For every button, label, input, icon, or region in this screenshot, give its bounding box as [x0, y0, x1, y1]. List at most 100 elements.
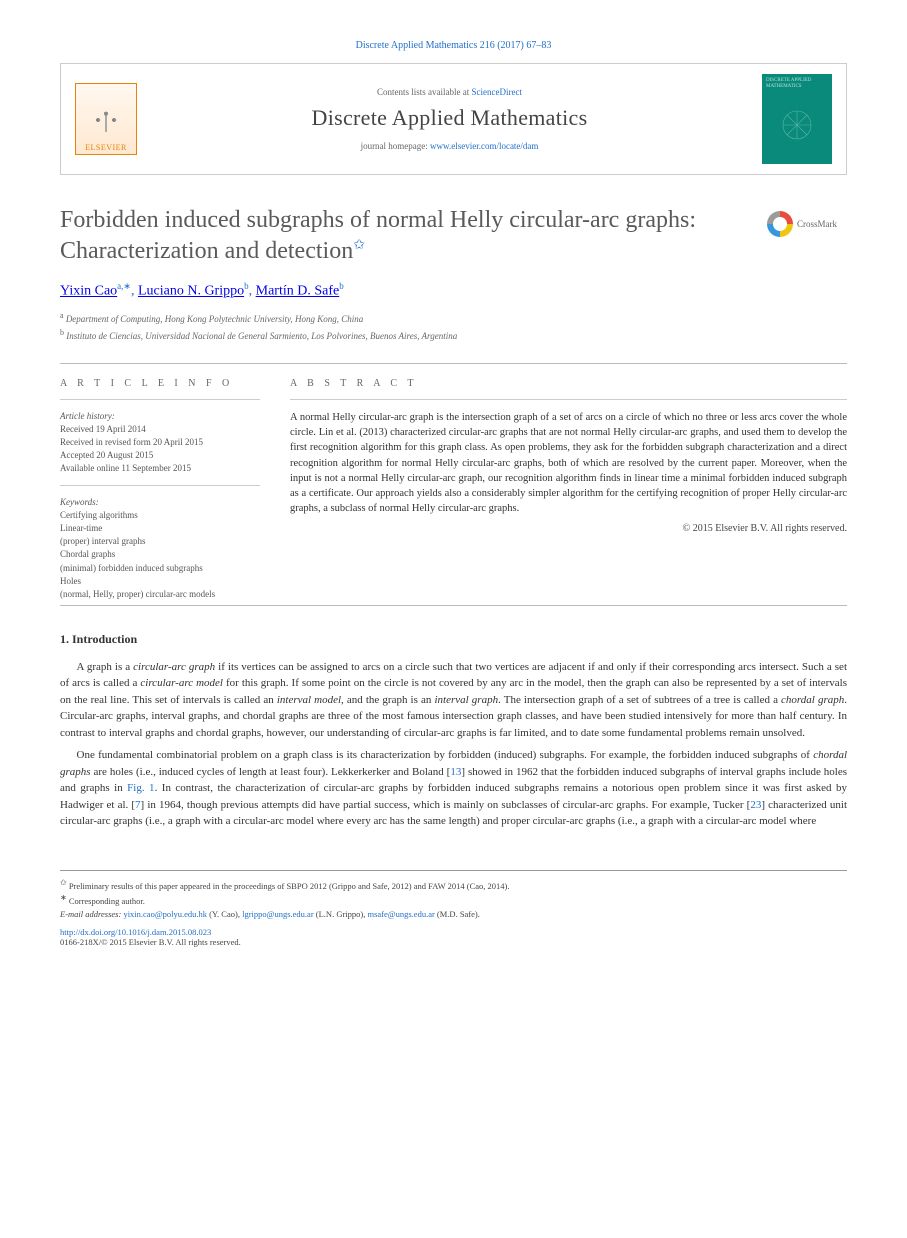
section-1-body: A graph is a circular-arc graph if its v…	[60, 659, 847, 830]
corr-mark: ∗	[60, 893, 67, 902]
abstract-sep	[290, 399, 847, 400]
page: Discrete Applied Mathematics 216 (2017) …	[0, 0, 907, 987]
email-label: E-mail addresses:	[60, 909, 121, 919]
keyword-0: Certifying algorithms	[60, 509, 260, 522]
footnote-prelim: ✩ Preliminary results of this paper appe…	[60, 877, 847, 893]
prelim-text: Preliminary results of this paper appear…	[69, 880, 510, 890]
keyword-4: (minimal) forbidden induced subgraphs	[60, 562, 260, 575]
title-text: Forbidden induced subgraphs of normal He…	[60, 207, 696, 264]
author-3-marks: b	[339, 281, 344, 291]
online-date: Available online 11 September 2015	[60, 462, 260, 475]
footnote-corresponding: ∗ Corresponding author.	[60, 892, 847, 908]
author-2-marks: b	[244, 281, 249, 291]
elsevier-logo: ELSEVIER	[75, 83, 137, 155]
p2-a: One fundamental combinatorial problem on…	[77, 749, 814, 761]
keywords-block: Keywords: Certifying algorithms Linear-t…	[60, 496, 260, 600]
intro-paragraph-1: A graph is a circular-arc graph if its v…	[60, 659, 847, 742]
homepage-line: journal homepage: www.elsevier.com/locat…	[137, 141, 762, 151]
keyword-2: (proper) interval graphs	[60, 535, 260, 548]
accepted-date: Accepted 20 August 2015	[60, 449, 260, 462]
elsevier-label: ELSEVIER	[85, 141, 127, 154]
journal-cover-thumbnail: DISCRETE APPLIED MATHEMATICS	[762, 74, 832, 164]
doi-link[interactable]: http://dx.doi.org/10.1016/j.dam.2015.08.…	[60, 927, 211, 937]
abstract-column: A B S T R A C T A normal Helly circular-…	[290, 368, 847, 601]
keyword-6: (normal, Helly, proper) circular-arc mod…	[60, 588, 260, 601]
keyword-5: Holes	[60, 575, 260, 588]
p1-a: A graph is a	[77, 661, 134, 673]
author-link-2[interactable]: Luciano N. Grippo	[138, 284, 244, 299]
p1-f: interval model	[277, 694, 341, 706]
abstract-copyright: © 2015 Elsevier B.V. All rights reserved…	[290, 523, 847, 534]
p1-j: chordal graph	[781, 694, 844, 706]
p2-f: ] in 1964, though previous attempts did …	[141, 799, 751, 811]
email-3-who: (M.D. Safe).	[435, 909, 480, 919]
corr-text: Corresponding author.	[69, 896, 145, 906]
email-3-link[interactable]: msafe@ungs.edu.ar	[367, 909, 434, 919]
divider-top	[60, 363, 847, 364]
affil-a-mark: a	[60, 311, 64, 320]
p1-h: interval graph	[434, 694, 498, 706]
email-2-who: (L.N. Grippo),	[314, 909, 368, 919]
contents-available-line: Contents lists available at ScienceDirec…	[137, 87, 762, 97]
header-center: Contents lists available at ScienceDirec…	[137, 87, 762, 151]
info-sep-1	[60, 399, 260, 400]
affiliations: a Department of Computing, Hong Kong Pol…	[60, 310, 847, 343]
paper-title: Forbidden induced subgraphs of normal He…	[60, 205, 747, 267]
journal-name: Discrete Applied Mathematics	[137, 105, 762, 131]
email-2-link[interactable]: lgrippo@ungs.edu.ar	[242, 909, 314, 919]
footnotes: ✩ Preliminary results of this paper appe…	[60, 870, 847, 921]
affil-b-text: Instituto de Ciencias, Universidad Nacio…	[66, 331, 457, 341]
ref-13-link[interactable]: 13	[450, 766, 461, 778]
prelim-mark: ✩	[60, 878, 67, 887]
title-footnote-mark: ✩	[353, 238, 365, 253]
p1-i: . The intersection graph of a set of sub…	[498, 694, 781, 706]
article-info-heading: A R T I C L E I N F O	[60, 378, 260, 389]
ref-23-link[interactable]: 23	[750, 799, 761, 811]
cover-graphic-icon	[766, 89, 828, 160]
email-1-who: (Y. Cao),	[207, 909, 242, 919]
fig-1-link[interactable]: Fig. 1	[127, 782, 154, 794]
section-1-heading: 1. Introduction	[60, 632, 847, 647]
affil-b-mark: b	[60, 328, 64, 337]
abstract-heading: A B S T R A C T	[290, 378, 847, 389]
journal-header-box: ELSEVIER Contents lists available at Sci…	[60, 63, 847, 175]
intro-paragraph-2: One fundamental combinatorial problem on…	[60, 747, 847, 830]
received-date: Received 19 April 2014	[60, 423, 260, 436]
journal-reference: Discrete Applied Mathematics 216 (2017) …	[60, 40, 847, 51]
crossmark-label: CrossMark	[797, 219, 837, 229]
homepage-link[interactable]: www.elsevier.com/locate/dam	[430, 141, 538, 151]
author-link-1[interactable]: Yixin Cao	[60, 284, 117, 299]
revised-date: Received in revised form 20 April 2015	[60, 436, 260, 449]
p1-d: circular-arc model	[140, 677, 223, 689]
p1-b: circular-arc graph	[133, 661, 215, 673]
p1-g: , and the graph is an	[341, 694, 434, 706]
article-info-column: A R T I C L E I N F O Article history: R…	[60, 368, 260, 601]
article-history: Article history: Received 19 April 2014 …	[60, 410, 260, 475]
history-label: Article history:	[60, 410, 260, 423]
affil-a-text: Department of Computing, Hong Kong Polyt…	[66, 314, 363, 324]
keywords-label: Keywords:	[60, 496, 260, 509]
issn-copyright: 0166-218X/© 2015 Elsevier B.V. All right…	[60, 937, 241, 947]
info-abstract-row: A R T I C L E I N F O Article history: R…	[60, 368, 847, 601]
affiliation-b: b Instituto de Ciencias, Universidad Nac…	[60, 327, 847, 344]
footnote-emails: E-mail addresses: yixin.cao@polyu.edu.hk…	[60, 908, 847, 921]
footer: http://dx.doi.org/10.1016/j.dam.2015.08.…	[60, 927, 847, 947]
authors-line: Yixin Caoa,∗, Luciano N. Grippob, Martín…	[60, 281, 847, 300]
cover-title: DISCRETE APPLIED MATHEMATICS	[766, 78, 828, 89]
crossmark-icon	[767, 211, 793, 237]
abstract-text: A normal Helly circular-arc graph is the…	[290, 410, 847, 517]
sciencedirect-link[interactable]: ScienceDirect	[472, 87, 522, 97]
author-1-marks: a,∗	[117, 281, 131, 291]
divider-bottom	[60, 605, 847, 606]
title-row: Forbidden induced subgraphs of normal He…	[60, 205, 847, 267]
contents-prefix: Contents lists available at	[377, 87, 471, 97]
homepage-prefix: journal homepage:	[361, 141, 430, 151]
elsevier-tree-icon	[86, 99, 126, 141]
author-link-3[interactable]: Martín D. Safe	[256, 284, 340, 299]
email-1-link[interactable]: yixin.cao@polyu.edu.hk	[123, 909, 207, 919]
p2-c: are holes (i.e., induced cycles of lengt…	[91, 766, 451, 778]
affiliation-a: a Department of Computing, Hong Kong Pol…	[60, 310, 847, 327]
keyword-3: Chordal graphs	[60, 548, 260, 561]
crossmark-badge[interactable]: CrossMark	[767, 211, 847, 237]
keyword-1: Linear-time	[60, 522, 260, 535]
